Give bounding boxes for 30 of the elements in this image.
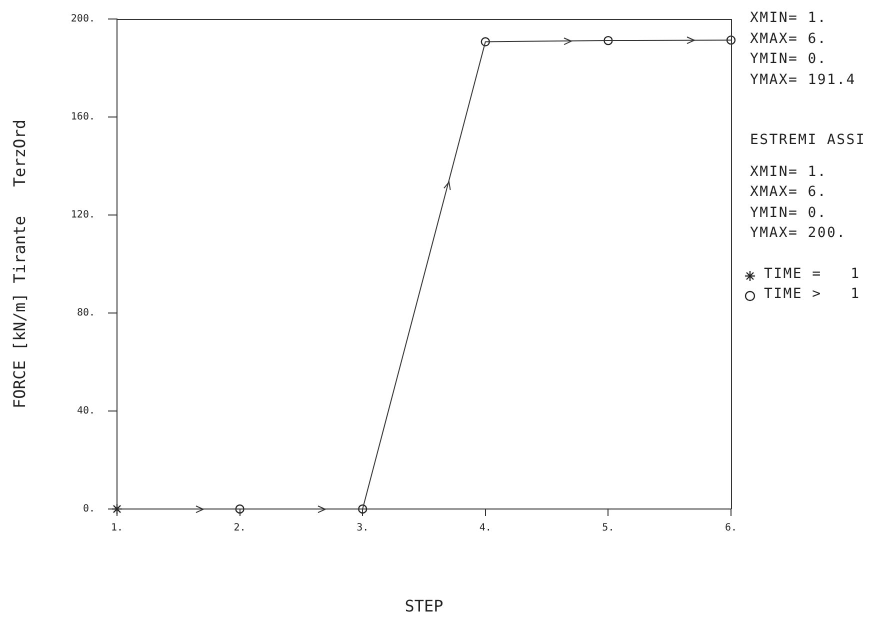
- x-axis-title: STEP: [404, 596, 444, 616]
- point: [235, 504, 244, 514]
- y-tick-label: 200.: [70, 14, 95, 25]
- text: XMAX= 6.: [750, 183, 828, 202]
- y-tick-label: 0.: [82, 504, 95, 515]
- text: YMAX= 200.: [750, 224, 848, 243]
- y-tick-label: 120.: [70, 210, 95, 221]
- text: XMAX= 6.: [750, 30, 828, 48]
- y-axis-title: FORCE [kN/m] Tirante TerzOrd: [10, 120, 29, 408]
- text: YMAX= 191.4: [750, 70, 857, 90]
- point: [726, 35, 736, 45]
- x-tick-label: 6.: [724, 522, 738, 534]
- point: [480, 37, 490, 46]
- point: [604, 36, 613, 46]
- legend-label: TIME = 1: [764, 264, 860, 284]
- point: [358, 504, 368, 514]
- x-tick-label: 3.: [356, 522, 369, 534]
- x-tick-label: 4.: [479, 522, 492, 534]
- legend-label: TIME > 1: [764, 285, 860, 304]
- y-tick-label: 80.: [76, 308, 95, 319]
- text: XMIN= 1.: [750, 9, 828, 28]
- text: XMIN= 1.: [750, 162, 828, 182]
- y-tick-label: 160.: [70, 112, 95, 123]
- text: YMIN= 0.: [750, 204, 828, 222]
- x-tick-label: 5.: [602, 522, 614, 534]
- x-tick-label: 1.: [110, 522, 124, 534]
- text: YMIN= 0.: [750, 50, 828, 69]
- y-tick-label: 40.: [76, 406, 95, 417]
- x-tick-label: 2.: [234, 522, 246, 534]
- text: ESTREMI ASSI: [750, 131, 866, 150]
